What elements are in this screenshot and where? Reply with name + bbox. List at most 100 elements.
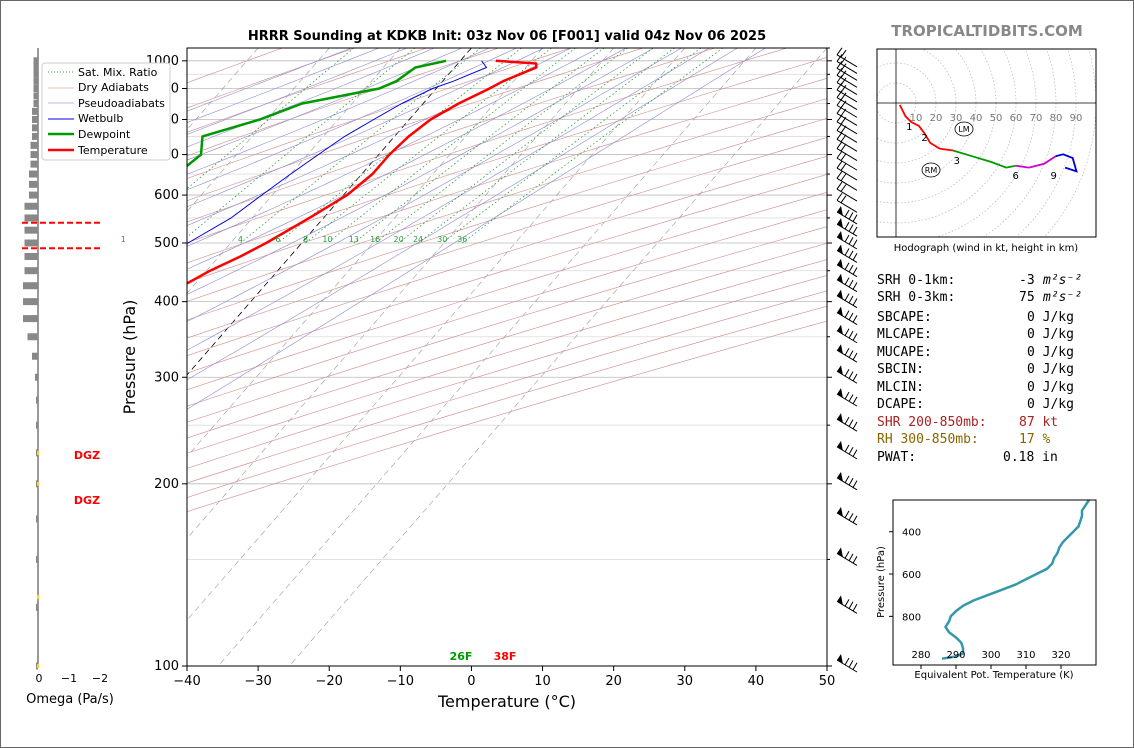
mixing-ratio-line bbox=[398, 48, 654, 244]
stat-sbcape: SBCAPE: 0 J/kg bbox=[877, 310, 1074, 325]
omega-bar bbox=[32, 115, 38, 123]
omega-marker bbox=[37, 450, 39, 455]
stat-label: SHR 200-850mb: bbox=[877, 415, 987, 430]
wind-barb bbox=[836, 218, 858, 237]
barb-flag bbox=[836, 54, 843, 62]
barb-pennant bbox=[837, 306, 843, 317]
legend-label-5: Temperature bbox=[77, 144, 148, 157]
y-tick-label: 500 bbox=[154, 236, 179, 251]
barb-shaft bbox=[836, 188, 858, 202]
stat-value: -3 bbox=[1019, 273, 1035, 288]
wind-barb bbox=[836, 365, 858, 384]
isotherm bbox=[289, 48, 827, 666]
skewt-x-label: Temperature (°C) bbox=[437, 692, 576, 711]
barb-flag bbox=[844, 293, 850, 301]
stat-srh03: SRH 0-3km: 75 m²s⁻² bbox=[877, 290, 1082, 305]
hodo-segment bbox=[1015, 155, 1057, 169]
pseudoadiabat bbox=[187, 48, 352, 112]
mixing-ratio-line bbox=[462, 48, 724, 244]
omega-bar bbox=[30, 160, 38, 168]
dry-adiabat bbox=[187, 275, 827, 469]
wind-barb bbox=[836, 244, 858, 263]
wind-barb bbox=[836, 114, 858, 135]
barb-flag bbox=[844, 510, 850, 519]
wind-barbs bbox=[836, 47, 858, 673]
barb-shaft bbox=[836, 130, 858, 143]
dry-adiabat bbox=[187, 174, 827, 374]
barb-flag bbox=[848, 660, 854, 668]
stat-sbcin: SBCIN: 0 J/kg bbox=[877, 362, 1074, 377]
legend-label-2: Pseudoadiabats bbox=[78, 97, 165, 110]
stat-value: 0 J/kg bbox=[1027, 362, 1074, 377]
barb-flag bbox=[836, 75, 843, 83]
hodo-ring-label: 70 bbox=[1030, 113, 1043, 124]
stat-srh01: SRH 0-1km: -3 m²s⁻² bbox=[877, 273, 1082, 288]
stat-dcape: DCAPE: 0 J/kg bbox=[877, 397, 1074, 412]
stat-unit: m²s⁻² bbox=[1043, 273, 1083, 288]
hodo-ring-label: 90 bbox=[1070, 113, 1083, 124]
barb-flag bbox=[852, 333, 858, 341]
barb-flag bbox=[836, 47, 843, 56]
omega-bar bbox=[29, 180, 38, 188]
barb-flag bbox=[844, 262, 850, 270]
barb-flag bbox=[852, 298, 858, 306]
wind-barb bbox=[836, 132, 858, 152]
stat-shr: SHR 200-850mb: 87 kt bbox=[877, 415, 1058, 430]
barb-flag bbox=[840, 153, 847, 161]
hodo-height-label: 9 bbox=[1051, 171, 1057, 182]
hodo-ring-label: 30 bbox=[950, 113, 963, 124]
mixing-ratio-label: 13 bbox=[349, 235, 359, 244]
x-tick-label: −30 bbox=[244, 674, 271, 689]
stat-label: PWAT: bbox=[877, 450, 917, 465]
stat-label: RH 300-850mb: bbox=[877, 432, 979, 447]
stat-value: 0 J/kg bbox=[1027, 397, 1074, 412]
stat-label: MLCAPE: bbox=[877, 327, 932, 342]
wind-barb bbox=[836, 123, 858, 143]
mixing-ratio-line bbox=[240, 48, 481, 244]
brand-watermark: TROPICALTIDBITS.COM bbox=[891, 22, 1083, 40]
barb-flag bbox=[852, 555, 858, 564]
x-tick-label: 10 bbox=[534, 674, 551, 689]
barb-pennant bbox=[837, 273, 843, 284]
barb-flag bbox=[848, 237, 854, 245]
omega-bar bbox=[24, 252, 38, 260]
barb-flag bbox=[840, 63, 847, 71]
barb-flag bbox=[852, 239, 858, 248]
mixing-ratio-label: 20 bbox=[393, 235, 403, 244]
barb-pennant bbox=[837, 547, 843, 558]
pseudoadiabat bbox=[187, 48, 490, 175]
dgz-label-top: DGZ bbox=[74, 449, 100, 462]
barb-flag bbox=[840, 49, 847, 58]
omega-tick-1: −1 bbox=[61, 672, 77, 685]
stat-label: MLCIN: bbox=[877, 380, 924, 395]
barb-flag bbox=[836, 82, 843, 91]
stat-value: 17 % bbox=[1019, 432, 1051, 447]
wind-barb bbox=[836, 192, 858, 213]
barb-pennant bbox=[837, 413, 843, 424]
barb-flag bbox=[844, 391, 850, 400]
stat-value: 0.18 in bbox=[1003, 450, 1058, 465]
dry-adiabat bbox=[187, 57, 827, 264]
x-tick-label: 30 bbox=[677, 674, 694, 689]
omega-x-label: Omega (Pa/s) bbox=[26, 692, 114, 707]
stat-label: DCAPE: bbox=[877, 397, 924, 412]
barb-flag bbox=[852, 214, 858, 222]
mixing-ratio-label: 4 bbox=[238, 235, 243, 244]
wind-barb bbox=[836, 440, 858, 460]
barb-flag bbox=[836, 61, 843, 69]
omega-marker bbox=[37, 664, 39, 668]
stat-value: 75 bbox=[1019, 290, 1035, 305]
mixing-ratio-line bbox=[441, 48, 702, 244]
barb-flag bbox=[836, 123, 843, 131]
hodograph-caption: Hodograph (wind in kt, height in km) bbox=[894, 243, 1079, 254]
wind-barb bbox=[836, 171, 858, 191]
x-tick-label: 0 bbox=[467, 674, 475, 689]
barb-flag bbox=[844, 369, 850, 377]
barb-flag bbox=[848, 330, 854, 339]
stat-value: 0 J/kg bbox=[1027, 380, 1074, 395]
stat-mucape: MUCAPE: 0 J/kg bbox=[877, 345, 1074, 360]
x-tick-label: −40 bbox=[173, 674, 200, 689]
pseudoadiabat bbox=[187, 48, 599, 247]
stat-mlcin: MLCIN: 0 J/kg bbox=[877, 380, 1074, 395]
mixing-ratio-label: 1 bbox=[121, 235, 126, 244]
